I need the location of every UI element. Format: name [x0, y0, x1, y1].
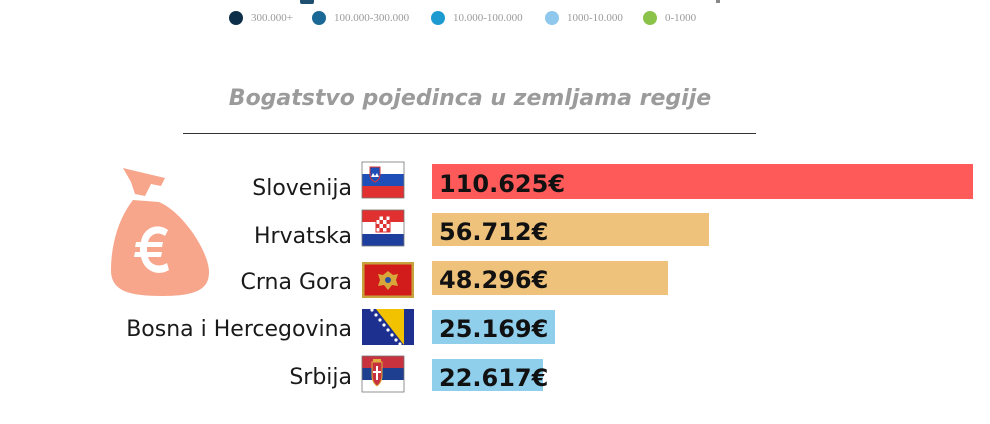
legend-label: 300.000+: [251, 12, 293, 24]
category-label: Srbija: [289, 365, 352, 390]
category-label: Hrvatska: [254, 224, 352, 249]
legend-label: 0-1000: [665, 12, 697, 24]
legend-dot-icon: [431, 11, 445, 25]
map-fragment-icon: [300, 0, 314, 4]
category-label: Slovenija: [252, 176, 352, 201]
value-label: 110.625€: [439, 170, 565, 198]
bar: [432, 261, 668, 295]
map-legend: 300.000+ 100.000-300.000 10.000-100.000 …: [0, 11, 990, 31]
serbia-flag-icon: [361, 355, 405, 393]
legend-item: 1000-10.000: [545, 11, 623, 25]
legend-label: 100.000-300.000: [334, 12, 410, 24]
legend-dot-icon: [312, 11, 326, 25]
bar: [432, 359, 543, 391]
value-label: 48.296€: [439, 266, 548, 294]
legend-dot-icon: [643, 11, 657, 25]
bar: [432, 164, 973, 199]
category-label: Bosna i Hercegovina: [126, 317, 352, 342]
value-label: 56.712€: [439, 218, 548, 246]
legend-item: 0-1000: [643, 11, 696, 25]
money-bag-euro-icon: [111, 168, 209, 296]
legend-item: 100.000-300.000: [312, 11, 409, 25]
legend-item: 300.000+: [229, 11, 293, 25]
value-label: 25.169€: [439, 315, 548, 343]
bar: [432, 213, 709, 246]
slovenia-flag-icon: [361, 161, 405, 199]
legend-label: 10.000-100.000: [453, 12, 523, 24]
title-divider: [183, 133, 756, 134]
legend-dot-icon: [229, 11, 243, 25]
legend-item: 10.000-100.000: [431, 11, 523, 25]
map-fragment-mark: [716, 0, 720, 3]
croatia-flag-icon: [361, 209, 405, 247]
bar: [432, 310, 555, 344]
chart-title: Bogatstvo pojedinca u zemljama regije: [228, 86, 712, 111]
category-label: Crna Gora: [241, 270, 352, 295]
value-label: 22.617€: [439, 364, 548, 392]
bosnia-flag-icon: [362, 308, 414, 346]
legend-dot-icon: [545, 11, 559, 25]
legend-label: 1000-10.000: [567, 12, 623, 24]
montenegro-flag-icon: [362, 262, 414, 298]
